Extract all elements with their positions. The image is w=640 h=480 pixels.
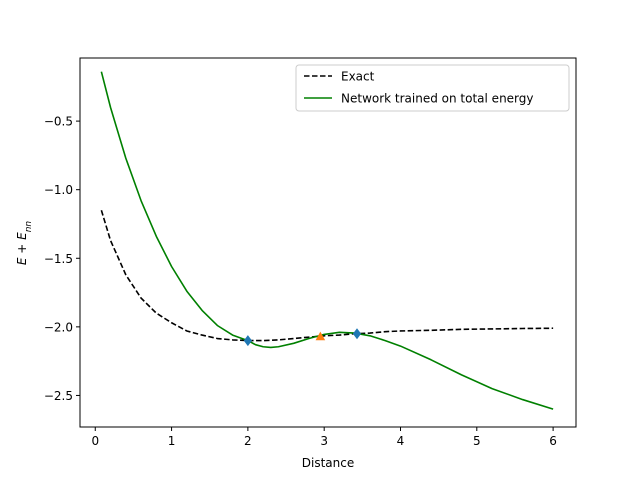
y-tick-label: −1.0 xyxy=(44,183,73,197)
plot-area xyxy=(100,71,554,410)
y-tick-label: −2.5 xyxy=(44,389,73,403)
axis-ticks: 0 1 2 3 4 5 6 −2.5 −2.0 −1.5 −1.0 −0.5 xyxy=(44,115,557,448)
x-tick-label: 5 xyxy=(473,434,481,448)
x-tick-label: 0 xyxy=(91,434,99,448)
y-axis-label: E + Enn xyxy=(15,221,34,266)
legend-label-network: Network trained on total energy xyxy=(341,92,534,106)
x-tick-label: 4 xyxy=(397,434,405,448)
y-tick-label: −0.5 xyxy=(44,115,73,129)
axes-frame xyxy=(79,57,577,428)
x-tick-label: 2 xyxy=(244,434,252,448)
x-tick-label: 6 xyxy=(549,434,557,448)
x-axis-label: Distance xyxy=(302,456,354,470)
legend-box xyxy=(295,64,570,112)
x-tick-label: 1 xyxy=(168,434,176,448)
triangle-marker-2 xyxy=(315,331,326,341)
legend: Exact Network trained on total energy xyxy=(295,64,570,112)
series-line-network xyxy=(100,71,554,410)
diamond-marker-0 xyxy=(243,335,253,347)
x-tick-label: 3 xyxy=(320,434,328,448)
y-tick-label: −1.5 xyxy=(44,252,73,266)
legend-label-exact: Exact xyxy=(341,70,375,84)
diamond-marker-1 xyxy=(352,328,362,340)
series-line-exact xyxy=(100,210,554,342)
y-tick-label: −2.0 xyxy=(44,320,73,334)
